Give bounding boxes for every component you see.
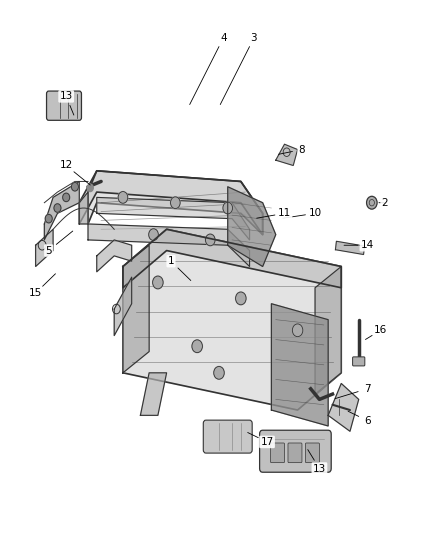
Text: 6: 6 (364, 416, 371, 426)
Circle shape (205, 234, 215, 246)
Text: 14: 14 (361, 240, 374, 250)
Circle shape (192, 340, 202, 353)
Text: 13: 13 (313, 464, 326, 473)
Polygon shape (79, 171, 263, 235)
FancyBboxPatch shape (353, 357, 365, 366)
Text: 3: 3 (251, 33, 257, 43)
Circle shape (214, 367, 224, 379)
Text: 12: 12 (60, 160, 73, 171)
Text: 7: 7 (364, 384, 371, 394)
Polygon shape (328, 383, 359, 431)
Circle shape (367, 196, 377, 209)
Polygon shape (272, 304, 328, 426)
FancyBboxPatch shape (288, 443, 302, 463)
Polygon shape (114, 277, 132, 336)
Circle shape (87, 184, 93, 191)
Polygon shape (123, 245, 149, 373)
Text: 1: 1 (168, 256, 174, 266)
Polygon shape (141, 373, 166, 415)
FancyBboxPatch shape (260, 430, 331, 472)
Circle shape (118, 191, 128, 203)
Text: 10: 10 (308, 208, 321, 219)
FancyBboxPatch shape (203, 420, 252, 453)
Polygon shape (88, 171, 263, 235)
Circle shape (223, 202, 233, 214)
Text: 11: 11 (278, 208, 291, 219)
Polygon shape (79, 192, 88, 224)
Circle shape (149, 229, 158, 240)
Circle shape (54, 204, 61, 212)
Polygon shape (276, 144, 297, 165)
Circle shape (152, 276, 163, 289)
Polygon shape (123, 229, 341, 288)
Polygon shape (97, 197, 250, 240)
Polygon shape (336, 241, 364, 255)
Circle shape (63, 193, 70, 201)
Text: 5: 5 (46, 246, 52, 255)
Circle shape (170, 197, 180, 208)
Circle shape (45, 214, 52, 223)
Circle shape (292, 324, 303, 337)
Text: 17: 17 (261, 437, 274, 447)
Text: 15: 15 (29, 288, 42, 298)
Polygon shape (123, 229, 341, 410)
Polygon shape (44, 181, 79, 240)
Polygon shape (35, 229, 53, 266)
Polygon shape (97, 240, 132, 272)
Text: 13: 13 (60, 91, 73, 101)
Polygon shape (88, 224, 250, 266)
Text: 4: 4 (220, 33, 227, 43)
Circle shape (71, 182, 78, 191)
FancyBboxPatch shape (271, 443, 285, 463)
Circle shape (236, 292, 246, 305)
Text: 8: 8 (299, 144, 305, 155)
FancyBboxPatch shape (46, 91, 81, 120)
Polygon shape (228, 187, 276, 266)
FancyBboxPatch shape (305, 443, 319, 463)
Polygon shape (315, 266, 341, 394)
Text: 2: 2 (381, 198, 388, 208)
Text: 16: 16 (374, 325, 387, 335)
